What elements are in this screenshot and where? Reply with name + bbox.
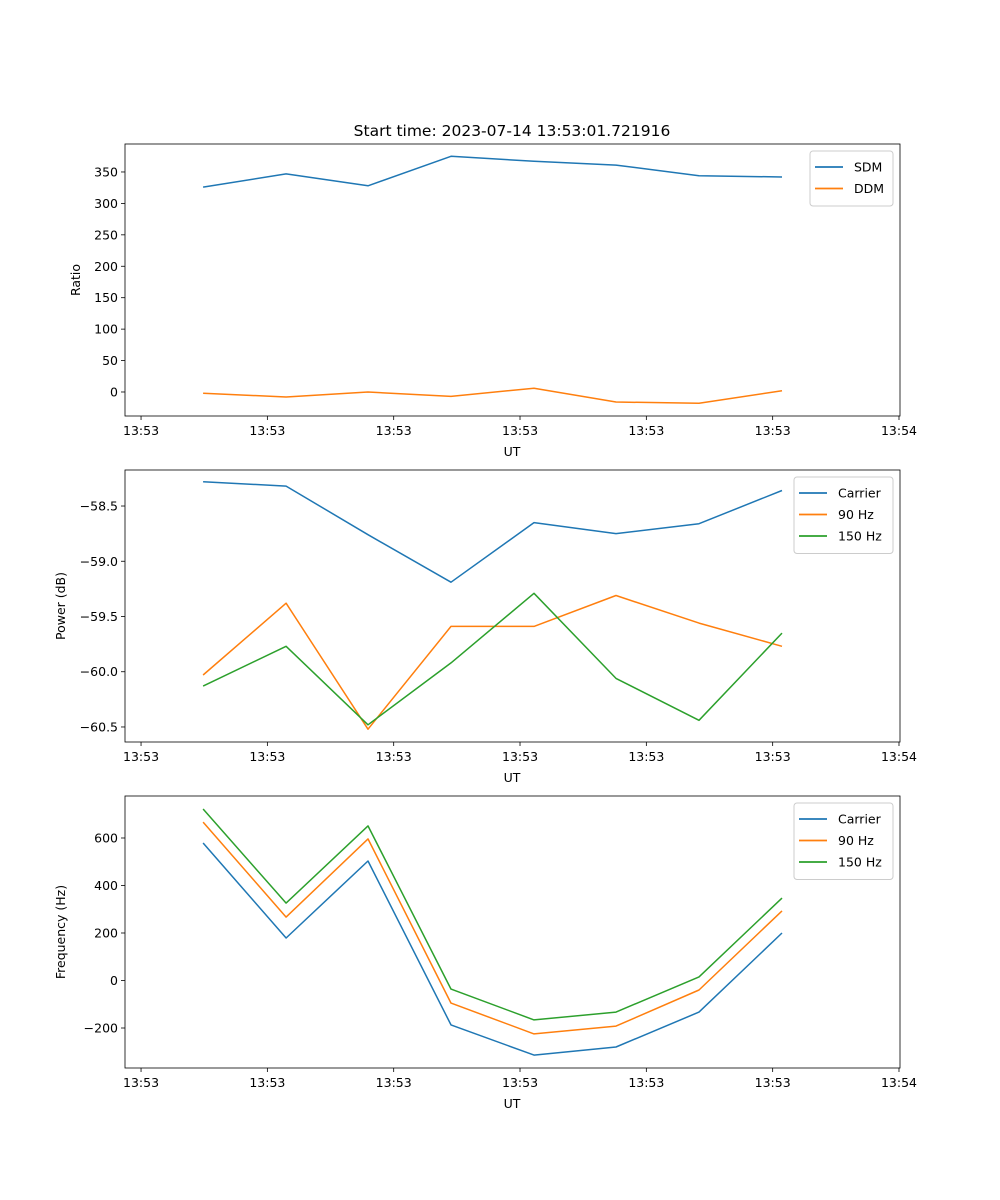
legend: Carrier 90 Hz 150 Hz: [793, 476, 894, 554]
legend-box: [793, 802, 894, 880]
x-tick-label: 13:53: [755, 749, 791, 764]
x-tick-label: 13:53: [628, 1075, 664, 1090]
y-tick-label: −60.0: [80, 664, 118, 679]
y-tick-label: 100: [94, 322, 118, 337]
y-tick-label: −200: [84, 1021, 118, 1036]
x-tick-label: 13:53: [755, 423, 791, 438]
y-tick-label: 150: [94, 290, 118, 305]
y-axis-label: Frequency (Hz): [53, 885, 68, 979]
x-tick-label: 13:53: [628, 749, 664, 764]
y-tick-label: 300: [94, 196, 118, 211]
x-tick-label: 13:54: [881, 1075, 917, 1090]
legend-box: [793, 476, 894, 554]
y-tick-label: −60.5: [80, 719, 118, 734]
x-tick-label: 13:53: [249, 749, 285, 764]
series-line-90-hz: [202, 594, 783, 730]
legend-label: Carrier: [838, 812, 882, 827]
y-tick-label: 350: [94, 164, 118, 179]
subplot-1: 13:53 13:53 13:53 13:53 13:53 13:53 13:54 UT 0 50…: [68, 143, 917, 459]
y-tick-label: −59.0: [80, 554, 118, 569]
x-tick-label: 13:53: [376, 749, 412, 764]
series-line-150-hz: [202, 592, 783, 726]
legend-label: 90 Hz: [838, 833, 874, 848]
x-axis-label: UT: [504, 444, 521, 459]
y-tick-label: 200: [94, 925, 118, 940]
y-tick-label: 250: [94, 227, 118, 242]
y-tick-label: 0: [110, 384, 118, 399]
x-axis-label: UT: [504, 770, 521, 785]
x-tick-label: 13:53: [502, 423, 538, 438]
subplot-3: 13:53 13:53 13:53 13:53 13:53 13:53 13:54 UT −20…: [53, 795, 917, 1111]
series-line-carrier: [202, 842, 783, 1056]
series-line-carrier: [203, 480, 783, 583]
x-tick-label: 13:53: [376, 1075, 412, 1090]
x-tick-label: 13:53: [755, 1075, 791, 1090]
series-line-sdm: [202, 155, 783, 188]
x-tick-label: 13:54: [881, 423, 917, 438]
legend-label: DDM: [854, 181, 884, 196]
legend-box: [809, 150, 894, 207]
y-axis-label: Power (dB): [53, 572, 68, 640]
x-tick-label: 13:53: [502, 749, 538, 764]
x-tick-label: 13:53: [123, 749, 159, 764]
x-tick-label: 13:53: [249, 1075, 285, 1090]
legend-label: 90 Hz: [838, 507, 874, 522]
legend-label: 150 Hz: [838, 529, 882, 544]
x-tick-label: 13:53: [123, 1075, 159, 1090]
y-tick-label: 0: [110, 973, 118, 988]
y-tick-label: 400: [94, 878, 118, 893]
legend-label: SDM: [854, 160, 882, 175]
x-tick-label: 13:53: [123, 423, 159, 438]
x-axis-label: UT: [504, 1096, 521, 1111]
chart-title: Start time: 2023-07-14 13:53:01.721916: [354, 122, 671, 140]
series-line-90-hz: [202, 821, 783, 1035]
series-line-ddm: [203, 387, 783, 405]
legend-label: 150 Hz: [838, 855, 882, 870]
x-tick-label: 13:53: [249, 423, 285, 438]
legend-label: Carrier: [838, 486, 882, 501]
legend: SDM DDM: [809, 150, 894, 207]
y-tick-label: 200: [94, 259, 118, 274]
y-tick-label: 50: [102, 353, 118, 368]
x-tick-label: 13:54: [881, 749, 917, 764]
x-tick-label: 13:53: [628, 423, 664, 438]
y-axis-label: Ratio: [68, 264, 83, 296]
axes-frame: [124, 143, 901, 417]
axes-frame: [124, 795, 901, 1069]
x-tick-label: 13:53: [376, 423, 412, 438]
legend: Carrier 90 Hz 150 Hz: [793, 802, 894, 880]
x-tick-label: 13:53: [502, 1075, 538, 1090]
y-tick-label: −58.5: [80, 499, 118, 514]
y-tick-label: 600: [94, 830, 118, 845]
series-line-150-hz: [202, 808, 783, 1021]
axes-frame: [124, 469, 901, 743]
y-tick-label: −59.5: [80, 609, 118, 624]
subplot-2: 13:53 13:53 13:53 13:53 13:53 13:53 13:54 UT −58…: [53, 469, 917, 785]
